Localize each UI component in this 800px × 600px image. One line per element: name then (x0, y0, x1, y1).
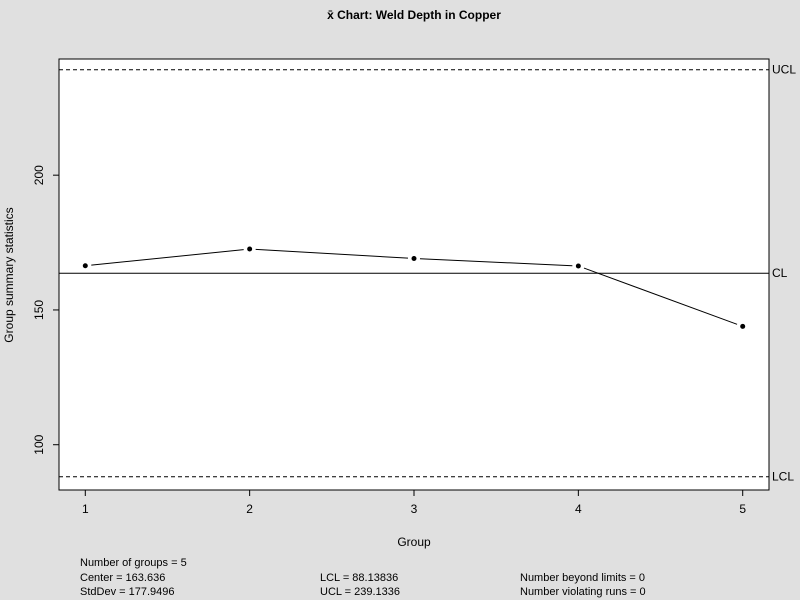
y-tick-label: 200 (32, 165, 46, 185)
data-point (247, 246, 253, 252)
data-point (575, 263, 581, 269)
ucl-label: UCL (772, 63, 796, 77)
y-axis-label: Group summary statistics (2, 207, 16, 342)
y-tick-label: 150 (32, 300, 46, 320)
data-point (740, 323, 746, 329)
stat-center: Center = 163.636 (80, 572, 166, 584)
stat-ucl: UCL = 239.1336 (320, 586, 401, 598)
series-segment (419, 258, 573, 267)
plot-area (58, 58, 770, 491)
x-axis-label: Group (397, 535, 431, 549)
data-point (411, 255, 417, 261)
stat-beyond-limits: Number beyond limits = 0 (520, 572, 646, 584)
stat-number-of-groups: Number of groups = 5 (80, 557, 187, 569)
stat-stddev: StdDev = 177.9496 (80, 586, 175, 598)
series-segment (255, 248, 409, 259)
series-segment (583, 267, 738, 325)
series-segment (91, 249, 244, 266)
data-point (82, 263, 88, 269)
cl-label: CL (772, 266, 788, 280)
stat-violating-runs: Number violating runs = 0 (520, 586, 646, 598)
x-tick-label: 5 (739, 502, 746, 516)
x-tick-label: 1 (82, 502, 89, 516)
x-tick-label: 2 (246, 502, 253, 516)
chart-title: x̄ Chart: Weld Depth in Copper (327, 8, 501, 22)
y-tick-label: 100 (32, 434, 46, 454)
stat-lcl: LCL = 88.13836 (320, 572, 399, 584)
lcl-label: LCL (772, 470, 794, 484)
x-tick-label: 3 (411, 502, 418, 516)
x-tick-label: 4 (575, 502, 582, 516)
